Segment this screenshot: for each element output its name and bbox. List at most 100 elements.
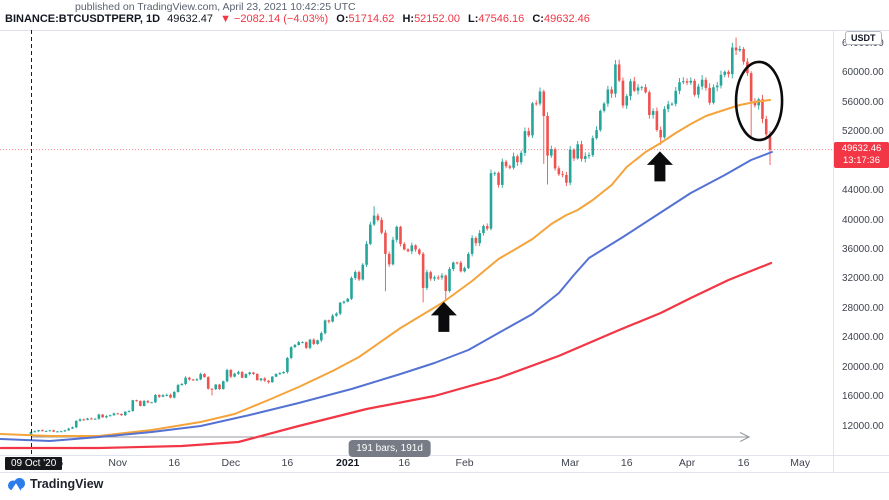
candle[interactable] <box>112 412 116 416</box>
candle[interactable] <box>199 372 202 381</box>
candle[interactable] <box>414 244 417 252</box>
candle[interactable] <box>293 343 297 348</box>
tradingview-logo[interactable]: TradingView <box>7 476 103 492</box>
candle[interactable] <box>485 223 489 231</box>
candle[interactable] <box>233 372 236 378</box>
candle[interactable] <box>252 371 255 375</box>
candle[interactable] <box>59 430 63 433</box>
candle[interactable] <box>221 380 225 390</box>
candle[interactable] <box>651 108 655 119</box>
candle[interactable] <box>538 87 542 106</box>
candle[interactable] <box>82 418 86 421</box>
candle[interactable] <box>176 383 180 393</box>
candle[interactable] <box>93 418 97 420</box>
candle[interactable] <box>316 339 319 345</box>
candle[interactable] <box>640 85 644 91</box>
candle[interactable] <box>357 270 361 281</box>
candle[interactable] <box>172 391 176 399</box>
candle[interactable] <box>534 100 538 106</box>
candle[interactable] <box>240 371 244 379</box>
candle[interactable] <box>572 148 576 162</box>
candle[interactable] <box>764 115 768 137</box>
candle[interactable] <box>727 70 730 78</box>
candle[interactable] <box>636 84 640 95</box>
candle[interactable] <box>406 248 410 253</box>
candle[interactable] <box>489 169 493 231</box>
candle[interactable] <box>67 427 71 431</box>
candle[interactable] <box>274 373 278 378</box>
candle[interactable] <box>399 225 402 247</box>
candle[interactable] <box>52 429 55 433</box>
candle[interactable] <box>451 261 455 272</box>
candle[interactable] <box>493 171 497 176</box>
candle[interactable] <box>218 383 221 390</box>
candle[interactable] <box>546 112 549 185</box>
candle[interactable] <box>146 400 150 404</box>
candle[interactable] <box>749 71 753 138</box>
candle[interactable] <box>632 76 636 93</box>
candle[interactable] <box>527 127 530 138</box>
candle[interactable] <box>470 235 474 257</box>
candle[interactable] <box>71 426 74 429</box>
candle[interactable] <box>44 430 48 432</box>
candle[interactable] <box>595 126 598 140</box>
candles-layer[interactable] <box>29 37 772 436</box>
candle[interactable] <box>402 242 406 251</box>
candle[interactable] <box>689 77 693 85</box>
candle[interactable] <box>648 90 651 119</box>
candle[interactable] <box>501 158 504 188</box>
candle[interactable] <box>663 106 666 139</box>
candle[interactable] <box>225 368 229 383</box>
candle[interactable] <box>282 371 285 374</box>
candle[interactable] <box>165 393 169 397</box>
candle[interactable] <box>154 394 157 403</box>
candle[interactable] <box>757 97 760 110</box>
candle[interactable] <box>674 87 678 107</box>
candle[interactable] <box>191 378 195 381</box>
candle[interactable] <box>497 171 500 188</box>
candle[interactable] <box>297 341 300 346</box>
candle[interactable] <box>761 94 764 124</box>
candle[interactable] <box>542 89 546 164</box>
candle[interactable] <box>429 270 432 281</box>
candle[interactable] <box>301 341 304 344</box>
candle[interactable] <box>323 319 327 335</box>
candle[interactable] <box>169 393 172 399</box>
candle[interactable] <box>436 275 440 280</box>
candle[interactable] <box>410 242 414 255</box>
candle[interactable] <box>553 147 557 171</box>
candle[interactable] <box>531 102 534 138</box>
candle[interactable] <box>734 37 738 56</box>
candle[interactable] <box>433 275 436 281</box>
candle[interactable] <box>338 301 342 316</box>
candle[interactable] <box>353 270 357 280</box>
candle[interactable] <box>448 266 451 293</box>
candle[interactable] <box>105 415 108 419</box>
candle[interactable] <box>48 429 52 432</box>
candle[interactable] <box>331 313 334 323</box>
candle[interactable] <box>742 47 745 65</box>
candle[interactable] <box>372 206 376 226</box>
candle[interactable] <box>587 152 591 159</box>
candle[interactable] <box>685 78 689 86</box>
candle[interactable] <box>712 84 715 105</box>
candle[interactable] <box>387 251 391 267</box>
candle[interactable] <box>602 102 606 113</box>
candle[interactable] <box>123 411 127 416</box>
candle[interactable] <box>444 274 448 300</box>
candle[interactable] <box>561 171 564 178</box>
candle[interactable] <box>463 266 466 273</box>
candle[interactable] <box>369 221 372 246</box>
candle[interactable] <box>670 102 674 107</box>
candle[interactable] <box>86 417 89 421</box>
candle[interactable] <box>229 368 233 379</box>
candle[interactable] <box>621 77 625 109</box>
candle[interactable] <box>504 159 508 169</box>
candle[interactable] <box>459 260 463 273</box>
candle[interactable] <box>380 217 383 235</box>
candle[interactable] <box>267 380 270 384</box>
candle[interactable] <box>700 75 704 90</box>
candle[interactable] <box>629 78 632 101</box>
candle[interactable] <box>108 414 112 417</box>
candle[interactable] <box>150 401 153 404</box>
